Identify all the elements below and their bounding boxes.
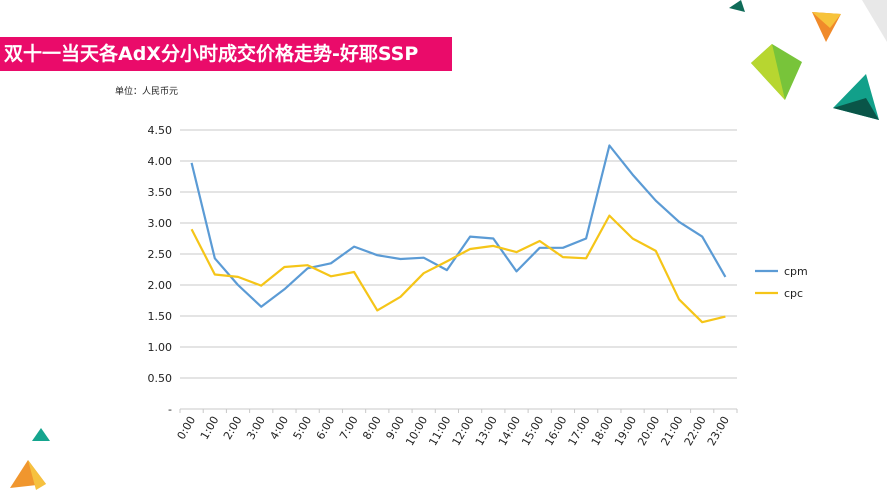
y-tick-label: 2.50 <box>148 248 173 261</box>
x-tick-label: 22:00 <box>682 414 709 448</box>
y-tick-label: 2.00 <box>148 279 173 292</box>
x-tick-label: 8:00 <box>360 414 384 442</box>
x-tick-label: 3:00 <box>244 414 268 442</box>
x-tick-label: 16:00 <box>542 414 569 448</box>
y-tick-label: - <box>168 403 172 416</box>
deco-triangle-small-teal <box>32 428 50 441</box>
x-tick-label: 17:00 <box>566 414 593 448</box>
x-tick-label: 1:00 <box>198 414 222 442</box>
y-tick-label: 1.50 <box>148 310 173 323</box>
series-line-cpc <box>190 214 726 324</box>
y-tick-label: 1.00 <box>148 341 173 354</box>
x-tick-label: 4:00 <box>267 414 291 442</box>
y-tick-label: 3.00 <box>148 217 173 230</box>
y-tick-label: 4.00 <box>148 155 173 168</box>
x-tick-label: 18:00 <box>589 414 616 448</box>
y-tick-label: 4.50 <box>148 124 173 137</box>
x-tick-label: 6:00 <box>314 414 338 442</box>
deco-triangle-dark-green <box>729 0 745 12</box>
deco-triangle-gray <box>862 0 887 42</box>
deco-triangle-bottom-yellow <box>28 460 46 490</box>
x-tick-label: 9:00 <box>383 414 407 442</box>
x-tick-label: 14:00 <box>496 414 523 448</box>
x-tick-label: 5:00 <box>291 414 315 442</box>
x-tick-label: 15:00 <box>519 414 546 448</box>
x-tick-label: 7:00 <box>337 414 361 442</box>
x-tick-label: 23:00 <box>705 414 732 448</box>
deco-triangle-yellow <box>812 12 841 28</box>
x-tick-label: 21:00 <box>658 414 685 448</box>
x-tick-label: 19:00 <box>612 414 639 448</box>
deco-triangle-teal-dark <box>833 98 879 120</box>
slide-title: 双十一当天各AdX分小时成交价格走势-好耶SSP <box>0 37 452 71</box>
x-tick-label: 2:00 <box>221 414 245 442</box>
x-tick-label: 11:00 <box>426 414 453 448</box>
x-tick-label: 0:00 <box>175 414 199 442</box>
unit-label: 单位：人民币元 <box>115 87 179 97</box>
x-tick-label: 12:00 <box>450 414 477 448</box>
legend-label-cpc: cpc <box>784 287 803 300</box>
y-tick-label: 0.50 <box>148 372 173 385</box>
legend-label-cpm: cpm <box>784 265 808 278</box>
series-line-cpm <box>190 144 727 308</box>
x-tick-label: 20:00 <box>635 414 662 448</box>
y-tick-label: 3.50 <box>148 186 173 199</box>
x-tick-label: 10:00 <box>403 414 430 448</box>
deco-triangle-lime <box>751 44 785 100</box>
x-tick-label: 13:00 <box>473 414 500 448</box>
